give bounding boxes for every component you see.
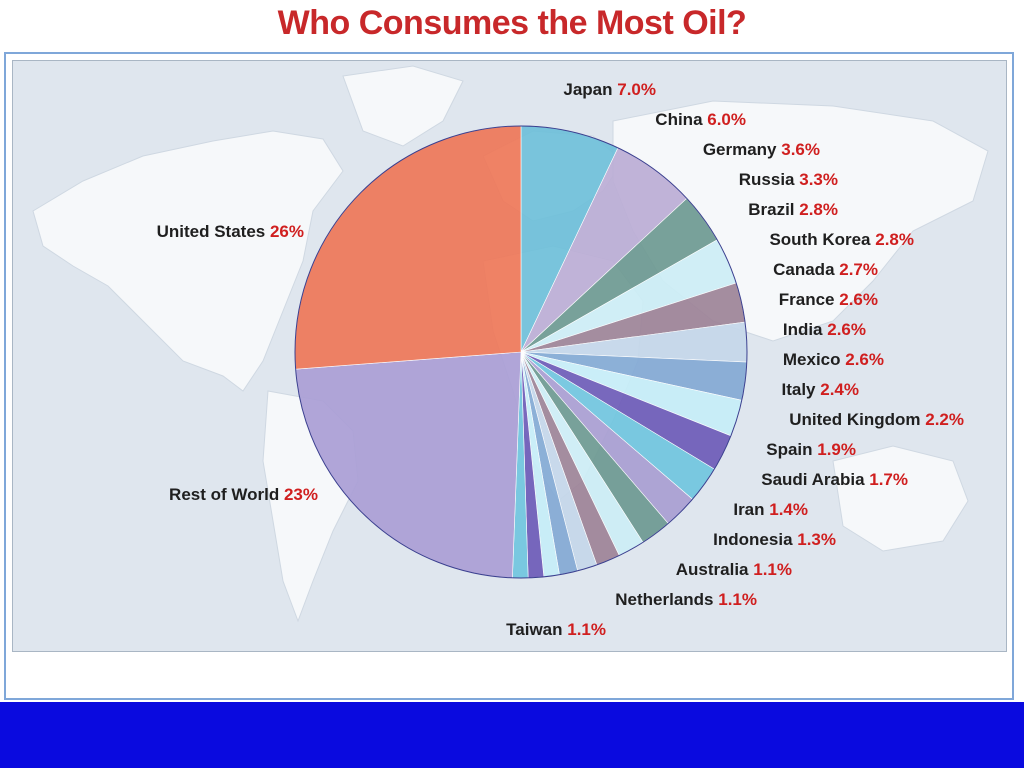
slice-label-value: 23% — [284, 485, 318, 504]
slice-label-netherlands: Netherlands 1.1% — [615, 590, 757, 609]
slice-label-value: 3.6% — [781, 140, 820, 159]
slice-labels: Japan 7.0% China 6.0% Germany 3.6% Russia 3… — [157, 80, 964, 639]
slice-label-value: 26% — [270, 222, 304, 241]
slice-label-brazil: Brazil 2.8% — [748, 200, 838, 219]
slice-label-name: France — [779, 290, 839, 309]
greenland-shape — [342, 65, 464, 147]
slice-label-value: 2.7% — [839, 260, 878, 279]
slice-label-name: Spain — [766, 440, 817, 459]
pie-slice-united-states — [294, 125, 522, 370]
slice-label-south-korea: South Korea 2.8% — [769, 230, 914, 249]
slice-label-name: Saudi Arabia — [761, 470, 869, 489]
slice-label-name: Taiwan — [506, 620, 567, 639]
slice-label-canada: Canada 2.7% — [773, 260, 878, 279]
slice-label-name: Indonesia — [713, 530, 797, 549]
slice-label-name: Mexico — [783, 350, 845, 369]
slice-label-value: 2.6% — [845, 350, 884, 369]
slice-label-name: Brazil — [748, 200, 799, 219]
slice-label-india: India 2.6% — [783, 320, 866, 339]
slice-label-value: 2.8% — [875, 230, 914, 249]
slice-label-value: 2.6% — [839, 290, 878, 309]
slice-label-australia: Australia 1.1% — [676, 560, 792, 579]
slice-label-value: 1.1% — [718, 590, 757, 609]
slice-label-indonesia: Indonesia 1.3% — [713, 530, 836, 549]
slice-label-name: Iran — [733, 500, 769, 519]
slice-label-value: 7.0% — [617, 80, 656, 99]
slice-label-value: 1.1% — [567, 620, 606, 639]
slice-label-united-kingdom: United Kingdom 2.2% — [789, 410, 964, 429]
slice-label-value: 2.6% — [827, 320, 866, 339]
north-america-shape — [32, 130, 344, 392]
slice-label-iran: Iran 1.4% — [733, 500, 808, 519]
slice-label-name: China — [655, 110, 707, 129]
slice-label-france: France 2.6% — [779, 290, 878, 309]
slice-label-italy: Italy 2.4% — [782, 380, 860, 399]
slice-label-value: 1.1% — [753, 560, 792, 579]
slice-label-name: Canada — [773, 260, 839, 279]
slice-label-name: Australia — [676, 560, 753, 579]
slice-label-value: 1.4% — [769, 500, 808, 519]
pie-outline — [294, 125, 748, 579]
chart-title: Who Consumes the Most Oil? — [277, 4, 747, 42]
slice-label-value: 1.9% — [817, 440, 856, 459]
slice-label-russia: Russia 3.3% — [739, 170, 838, 189]
slice-label-name: India — [783, 320, 827, 339]
slice-label-name: United States — [157, 222, 270, 241]
slice-label-name: United Kingdom — [789, 410, 925, 429]
footer-band — [0, 702, 1024, 768]
slice-label-name: Rest of World — [169, 485, 284, 504]
slice-label-value: 1.3% — [797, 530, 836, 549]
slice-label-value: 2.4% — [820, 380, 859, 399]
pie-chart: Japan 7.0% China 6.0% Germany 3.6% Russia 3… — [157, 80, 964, 639]
slice-label-name: Japan — [563, 80, 617, 99]
slice-label-rest-of-world: Rest of World 23% — [169, 485, 318, 504]
slice-label-saudi-arabia: Saudi Arabia 1.7% — [761, 470, 908, 489]
slice-label-china: China 6.0% — [655, 110, 746, 129]
slice-label-united-states: United States 26% — [157, 222, 304, 241]
australia-shape — [832, 445, 969, 552]
slice-label-name: Germany — [703, 140, 781, 159]
slice-label-mexico: Mexico 2.6% — [783, 350, 884, 369]
slice-label-value: 1.7% — [869, 470, 908, 489]
slice-label-value: 2.8% — [799, 200, 838, 219]
slice-label-name: South Korea — [769, 230, 875, 249]
pie-slice-rest-of-world — [295, 351, 522, 579]
slice-label-name: Russia — [739, 170, 799, 189]
slice-label-value: 6.0% — [707, 110, 746, 129]
slice-label-name: Italy — [782, 380, 821, 399]
slice-label-spain: Spain 1.9% — [766, 440, 856, 459]
pie-slices — [294, 125, 748, 579]
slice-label-name: Netherlands — [615, 590, 718, 609]
slice-label-value: 3.3% — [799, 170, 838, 189]
slice-label-value: 2.2% — [925, 410, 964, 429]
slice-label-taiwan: Taiwan 1.1% — [506, 620, 606, 639]
slice-label-japan: Japan 7.0% — [563, 80, 656, 99]
slice-label-germany: Germany 3.6% — [703, 140, 820, 159]
